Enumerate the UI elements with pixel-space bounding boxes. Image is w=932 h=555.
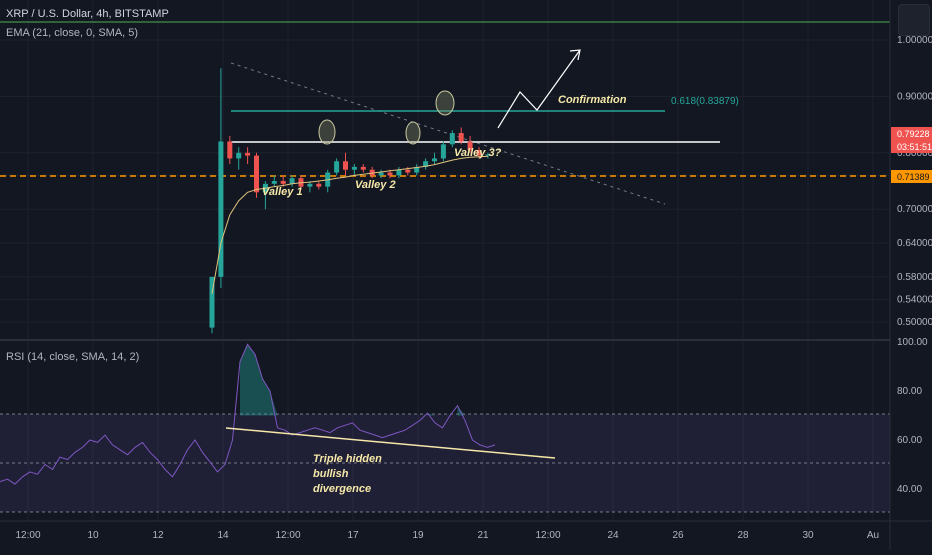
ema-line bbox=[211, 155, 488, 294]
candle-body bbox=[271, 181, 277, 184]
valley-highlight-2 bbox=[405, 121, 421, 145]
dashed-price-text: 0.71389 bbox=[897, 172, 930, 182]
candle-body bbox=[414, 166, 420, 173]
valley-highlight-1 bbox=[318, 119, 336, 145]
candle-body bbox=[405, 169, 411, 173]
rsi-axis: 100.00 80.00 60.00 40.00 bbox=[897, 337, 928, 495]
divergence-line bbox=[225, 427, 556, 459]
candle-body bbox=[227, 141, 233, 159]
candle-body bbox=[485, 154, 491, 156]
price-tick-label: 0.90000 bbox=[897, 91, 932, 102]
time-tick-label: 26 bbox=[672, 530, 684, 541]
time-tick-label: 30 bbox=[802, 530, 814, 541]
time-tick-label: 12:00 bbox=[535, 530, 560, 541]
time-tick-label: 12:00 bbox=[275, 530, 300, 541]
fib-label: 0.618(0.83879) bbox=[671, 96, 739, 107]
candle-body bbox=[360, 166, 366, 170]
candle-body bbox=[440, 144, 446, 159]
candles-group bbox=[209, 68, 491, 334]
candle-body bbox=[423, 161, 429, 167]
price-tick-label: 0.54000 bbox=[897, 294, 932, 305]
candle-body bbox=[378, 172, 384, 176]
time-axis: 12:00 10 12 14 12:00 17 19 21 12:00 24 26 28 30 Au bbox=[15, 530, 879, 541]
rsi-tick-label: 40.00 bbox=[897, 484, 922, 495]
candle-body bbox=[396, 169, 402, 176]
price-tick-label: 0.80000 bbox=[897, 148, 932, 159]
candle-body bbox=[351, 166, 357, 170]
settings-button[interactable] bbox=[898, 4, 930, 36]
candle-body bbox=[289, 178, 295, 184]
candle-body bbox=[387, 172, 393, 176]
time-tick-label: 28 bbox=[737, 530, 749, 541]
current-price-tag bbox=[891, 127, 932, 153]
projection-arrowhead bbox=[569, 49, 581, 61]
time-tick-label: 10 bbox=[87, 530, 99, 541]
candle-body bbox=[254, 155, 259, 193]
rsi-line bbox=[0, 343, 496, 485]
downtrend-line bbox=[230, 62, 666, 205]
divergence-label-line1: Triple hidden bbox=[313, 453, 382, 465]
price-tick-label: 0.58000 bbox=[897, 272, 932, 283]
projection-path bbox=[497, 49, 581, 129]
price-tick-label: 0.50000 bbox=[897, 317, 932, 328]
candle-body bbox=[369, 169, 375, 176]
divergence-label-line3: divergence bbox=[313, 483, 371, 495]
time-tick-label: Au bbox=[867, 530, 879, 541]
time-tick-label: 21 bbox=[477, 530, 489, 541]
valley-1-label: Valley 1 bbox=[262, 186, 303, 198]
time-tick-label: 12:00 bbox=[15, 530, 40, 541]
candle-body bbox=[334, 161, 340, 173]
time-tick-label: 19 bbox=[412, 530, 424, 541]
time-tick-label: 24 bbox=[607, 530, 619, 541]
candle-body bbox=[209, 276, 215, 328]
candle-body bbox=[476, 149, 482, 156]
countdown-text: 03:51:51 bbox=[897, 142, 932, 152]
candle-body bbox=[316, 183, 322, 187]
time-tick-label: 14 bbox=[217, 530, 229, 541]
candle-body bbox=[432, 158, 437, 162]
rsi-overbought-fill bbox=[240, 344, 465, 416]
candle-body bbox=[245, 152, 251, 156]
candle-body bbox=[218, 141, 224, 277]
dashed-price-tag bbox=[891, 170, 932, 183]
rsi-tick-label: 80.00 bbox=[897, 386, 922, 397]
rsi-tick-label: 100.00 bbox=[897, 337, 928, 348]
confirmation-label: Confirmation bbox=[558, 94, 627, 106]
candle-body bbox=[280, 181, 286, 184]
divergence-label-line2: bullish bbox=[313, 468, 349, 480]
price-tick-label: 0.70000 bbox=[897, 204, 932, 215]
symbol-legend[interactable]: XRP / U.S. Dollar, 4h, BITSTAMP bbox=[6, 8, 169, 20]
candle-body bbox=[236, 152, 242, 159]
price-tick-label: 1.00000 bbox=[897, 35, 932, 46]
current-price-text: 0.79228 bbox=[897, 129, 930, 139]
time-tick-label: 17 bbox=[347, 530, 359, 541]
rsi-tick-label: 60.00 bbox=[897, 435, 922, 446]
valley-2-label: Valley 2 bbox=[355, 179, 396, 191]
valley-3-label: Valley 3? bbox=[454, 147, 502, 159]
time-tick-label: 12 bbox=[152, 530, 164, 541]
candle-body bbox=[458, 133, 464, 142]
grid bbox=[0, 0, 890, 521]
price-tick-label: 0.64000 bbox=[897, 238, 932, 249]
candle-body bbox=[467, 141, 473, 150]
candle-body bbox=[307, 183, 313, 187]
candle-body bbox=[449, 133, 455, 145]
candle-body bbox=[343, 161, 348, 170]
rsi-legend[interactable]: RSI (14, close, SMA, 14, 2) bbox=[6, 351, 140, 363]
valley-highlight-3 bbox=[435, 90, 455, 116]
ema-legend[interactable]: EMA (21, close, 0, SMA, 5) bbox=[6, 27, 139, 39]
